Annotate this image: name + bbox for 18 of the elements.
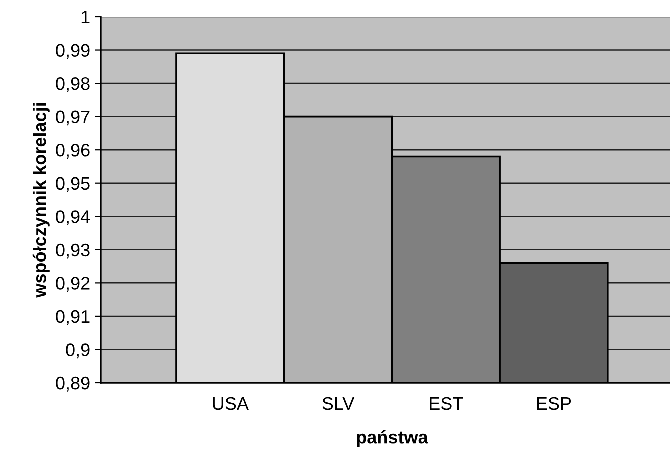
- x-tick-label: EST: [430, 397, 464, 410]
- y-tick-label: 0,95: [56, 177, 90, 192]
- y-tick-label: 0,9: [66, 344, 90, 359]
- y-tick-label: 0,91: [56, 310, 90, 326]
- y-tick-label: 0,99: [56, 44, 90, 60]
- y-tick-label: 0,98: [56, 77, 90, 92]
- y-tick-label: 0,92: [56, 277, 90, 292]
- y-tick-label: 0,96: [56, 144, 90, 159]
- y-tick-label: 0,93: [56, 244, 90, 259]
- y-axis-title: współczynnik korelacji: [32, 103, 50, 298]
- y-tick-label: 0,97: [56, 110, 90, 126]
- y-tick-label: 0,94: [56, 210, 90, 226]
- x-tick-label: SLV: [322, 397, 355, 410]
- y-tick-label: 0,89: [56, 376, 90, 392]
- x-tick-label: ESP: [537, 397, 572, 410]
- x-axis-title: państwa: [357, 430, 428, 448]
- x-tick-label: USA: [213, 397, 249, 410]
- y-tick-label: 1: [82, 11, 90, 24]
